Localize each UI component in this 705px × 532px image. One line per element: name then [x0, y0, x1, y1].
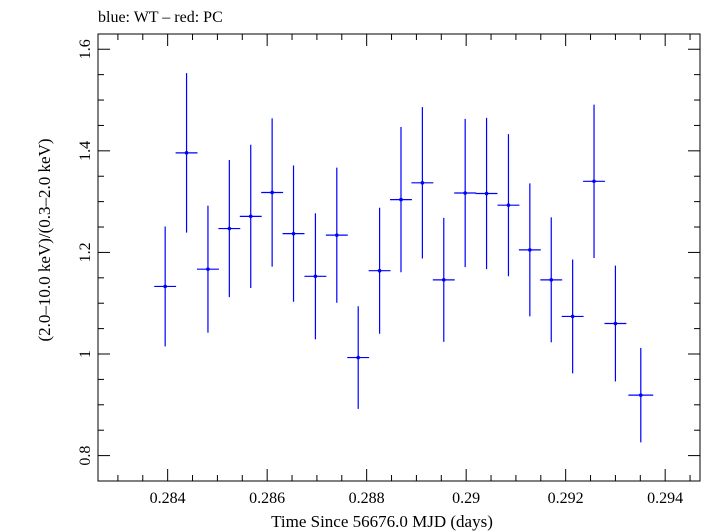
x-tick-label: 0.294: [647, 490, 683, 507]
data-point: [304, 213, 327, 340]
data-point: [518, 183, 541, 317]
x-tick-label: 0.288: [349, 490, 385, 507]
y-axis: 0.8 1 1.2 1.4 1.6: [77, 39, 700, 482]
data-marker: [313, 274, 318, 279]
data-point: [175, 73, 198, 233]
data-marker: [420, 181, 425, 185]
data-point: [604, 265, 627, 382]
data-marker: [506, 203, 511, 207]
data-point: [368, 207, 391, 334]
data-marker: [356, 355, 361, 360]
y-tick-label: 1.2: [77, 242, 94, 262]
data-point: [583, 104, 605, 259]
data-point: [282, 165, 305, 302]
data-point: [325, 167, 348, 303]
x-tick-label: 0.29: [452, 490, 480, 507]
data-marker: [441, 278, 446, 282]
data-marker: [335, 233, 339, 237]
y-tick-label: 1.6: [77, 39, 94, 59]
data-marker: [484, 191, 489, 196]
data-marker: [248, 214, 253, 219]
data-point: [239, 144, 262, 288]
data-marker: [570, 314, 575, 319]
data-marker: [377, 268, 382, 273]
data-point: [475, 117, 498, 270]
data-marker: [184, 151, 189, 155]
data-point: [411, 107, 434, 259]
data-marker: [528, 248, 532, 252]
data-marker: [613, 321, 618, 326]
data-point: [540, 217, 563, 343]
data-point: [454, 118, 477, 268]
data-marker: [549, 278, 554, 282]
data-marker: [291, 231, 296, 236]
data-point: [432, 217, 455, 342]
data-point: [261, 118, 284, 267]
data-point: [154, 226, 177, 347]
data-marker: [163, 284, 167, 289]
data-point: [497, 134, 520, 277]
x-axis: 0.284 0.286 0.288 0.29 0.292 0.294: [117, 34, 691, 507]
data-marker: [270, 190, 274, 195]
x-tick-label: 0.292: [548, 490, 584, 507]
data-series: [154, 73, 654, 443]
x-tick-label: 0.286: [249, 490, 285, 507]
data-marker: [463, 191, 467, 195]
data-point: [218, 159, 241, 298]
x-tick-label: 0.284: [150, 490, 186, 507]
chart-title: blue: WT – red: PC: [98, 9, 223, 26]
data-marker: [399, 197, 403, 202]
y-tick-label: 1: [77, 350, 94, 358]
data-point: [197, 205, 219, 333]
data-marker: [206, 267, 210, 271]
data-point: [561, 259, 584, 374]
data-point: [628, 347, 654, 443]
data-point: [347, 306, 370, 409]
y-axis-title: (2.0–10.0 keV)/(0.3–2.0 keV): [35, 138, 54, 341]
y-tick-label: 1.4: [77, 141, 94, 161]
x-axis-title: Time Since 56676.0 MJD (days): [271, 512, 493, 531]
data-marker: [227, 226, 232, 231]
data-point: [390, 126, 412, 273]
y-tick-label: 0.8: [77, 446, 94, 466]
plot-frame: [97, 33, 701, 482]
data-marker: [592, 179, 596, 184]
data-marker: [638, 393, 643, 397]
